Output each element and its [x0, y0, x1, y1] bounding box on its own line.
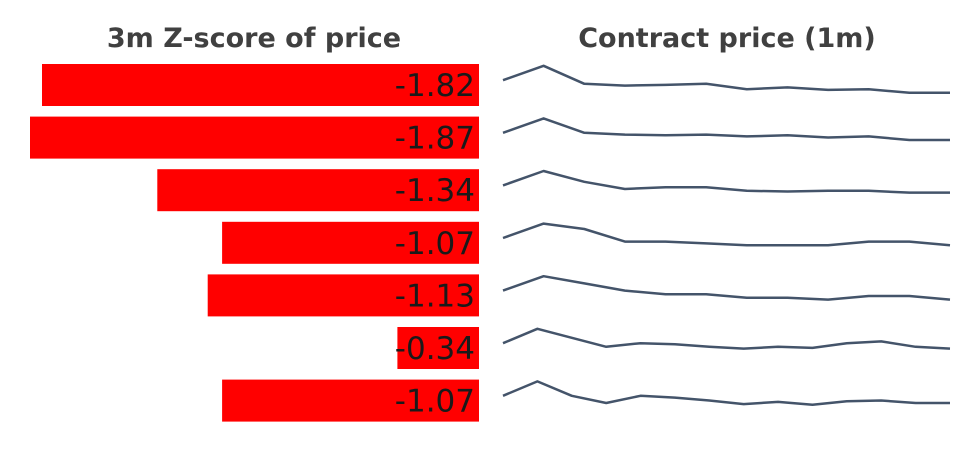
z-score-bars: -1.82 -1.87 -1.34 -1.07 -1.13 -0.34 -1.07 — [30, 64, 480, 422]
z-score-label: -1.82 — [395, 68, 475, 104]
z-score-bar — [397, 327, 479, 369]
price-sparkline — [502, 274, 951, 301]
z-score-label: -1.87 — [395, 121, 475, 157]
price-sparkline — [502, 380, 950, 407]
z-score-bar — [157, 169, 480, 212]
z-score-bar — [30, 116, 479, 159]
price-sparkline — [502, 64, 950, 95]
price-sparklines — [502, 64, 951, 407]
price-sparkline — [502, 327, 951, 350]
price-sparkline — [502, 169, 950, 194]
z-score-label: -1.07 — [395, 384, 475, 420]
z-score-label: -1.34 — [395, 173, 475, 209]
price-sparkline — [502, 222, 951, 247]
z-score-label: -1.13 — [395, 278, 475, 314]
z-score-label: -0.34 — [395, 331, 475, 367]
price-sparkline — [502, 117, 950, 142]
z-score-bar — [222, 379, 479, 422]
z-score-bar — [207, 274, 479, 317]
z-score-bar — [222, 221, 479, 264]
line-chart-title: Contract price (1m) — [578, 23, 876, 54]
z-score-label: -1.07 — [395, 226, 475, 262]
bar-chart-title: 3m Z-score of price — [107, 23, 401, 54]
z-score-bar — [42, 64, 479, 106]
